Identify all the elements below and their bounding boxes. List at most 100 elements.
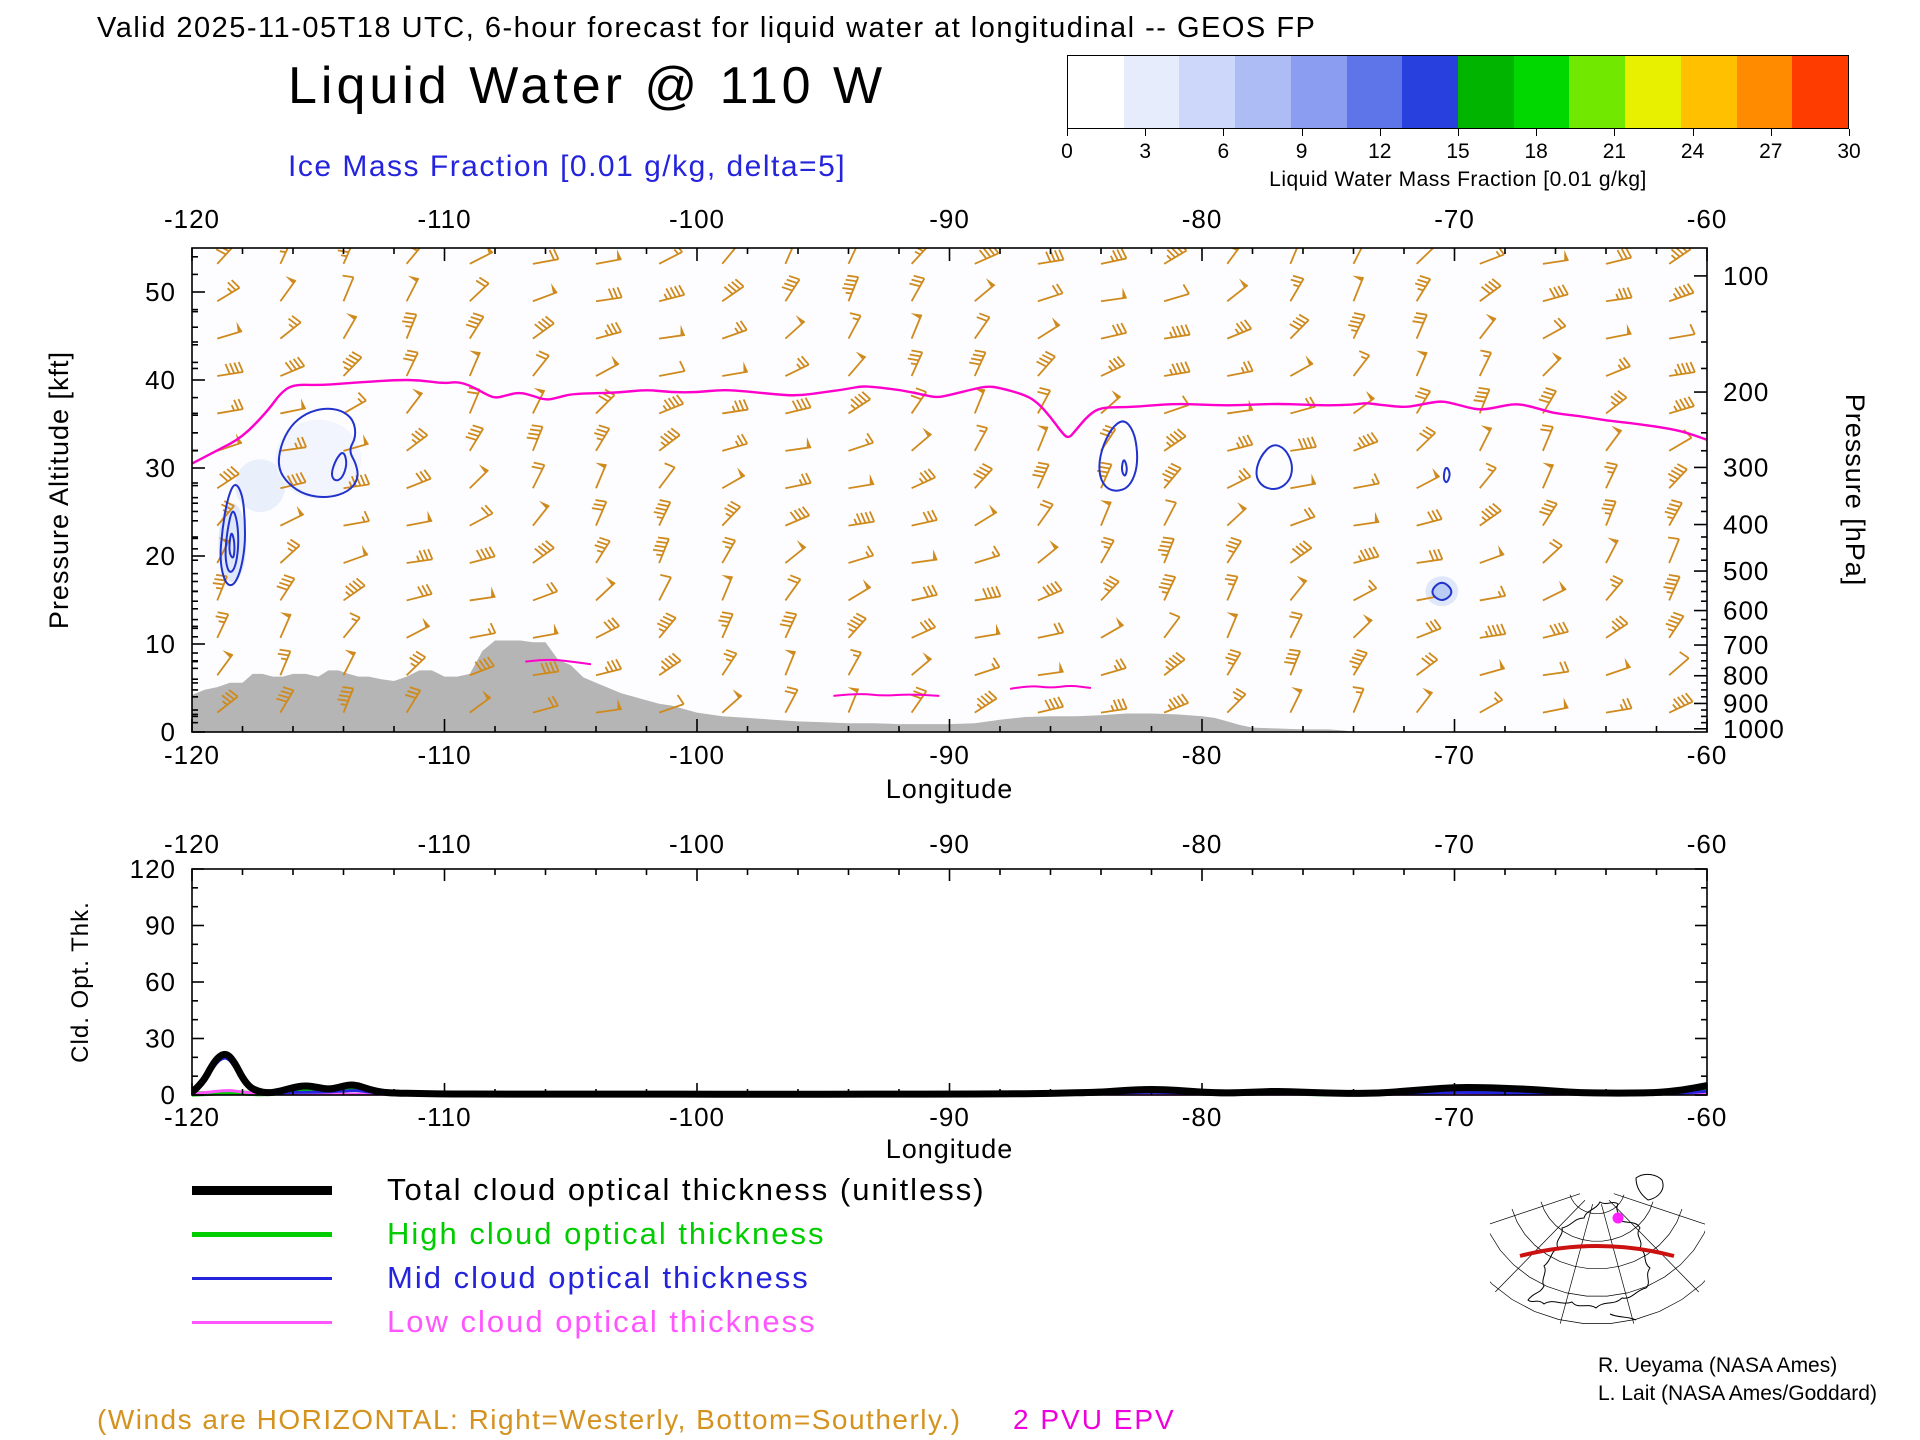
hpa-tick-label: 1000	[1723, 714, 1785, 744]
hpa-tick-label: 100	[1723, 261, 1769, 291]
cot-tick-labels: -120 -120 -110 -110 -100 -100 -90 -90 -80 -80 -70 -…	[67, 829, 1728, 1164]
legend-item-total: Total cloud optical thickness (unitless)	[192, 1168, 986, 1212]
cot-x-tick-label-top: -120	[164, 829, 220, 859]
cot-x-tick-label: -120	[164, 1102, 220, 1132]
legend-label-mid: Mid cloud optical thickness	[387, 1260, 810, 1295]
x-tick-label: -110	[417, 740, 471, 770]
legend-item-low: Low cloud optical thickness	[192, 1300, 986, 1344]
cot-x-tick-label-top: -100	[669, 829, 725, 859]
cot-y-tick-label: 60	[145, 967, 176, 997]
cot-x-tick-label: -110	[417, 1102, 471, 1132]
colorbar-tick-label: 3	[1139, 140, 1152, 163]
left-axis-title: Pressure Altitude [kft]	[44, 351, 74, 629]
colorbar-segment	[1736, 56, 1793, 128]
colorbar-segment	[1235, 56, 1291, 128]
colorbar-tick	[1536, 129, 1538, 136]
colorbar-segment	[1402, 56, 1459, 128]
low-level-epv-segment	[1009, 685, 1092, 690]
colorbar-segment	[1068, 56, 1124, 128]
cot-y-tick-label: 0	[161, 1080, 176, 1110]
map-graticule	[1490, 1193, 1705, 1324]
hpa-tick-label: 900	[1723, 688, 1769, 718]
cot-x-axis-title: Longitude	[886, 1134, 1014, 1164]
legend-label-total: Total cloud optical thickness (unitless)	[387, 1172, 986, 1207]
x-axis-title: Longitude	[886, 774, 1014, 804]
x-tick-label-top: -110	[417, 204, 471, 234]
colorbar-tick	[1458, 129, 1459, 136]
x-tick-label: -120	[164, 740, 220, 770]
tropopause-2pvu-line	[192, 378, 1707, 465]
x-tick-label: -70	[1434, 740, 1475, 770]
colorbar-tick-label: 30	[1837, 140, 1861, 163]
graticule-meridian	[1559, 1203, 1593, 1324]
colorbar-segment	[1792, 56, 1849, 128]
cot-x-tick-label-top: -90	[929, 829, 970, 859]
colorbar-segment	[1680, 56, 1737, 128]
cot-x-tick-label: -60	[1687, 1102, 1728, 1132]
cot-x-tick-label-top: -80	[1182, 829, 1223, 859]
wind-barbs-layer	[212, 248, 1696, 714]
colorbar-tick	[1692, 129, 1694, 136]
x-tick-label-top: -60	[1687, 204, 1728, 234]
x-tick-label-top: -70	[1434, 204, 1475, 234]
cot-x-tick-label-top: -70	[1434, 829, 1475, 859]
credit-line-1: R. Ueyama (NASA Ames)	[1598, 1354, 1838, 1377]
colorbar-tick-label: 27	[1759, 140, 1783, 163]
winds-note: (Winds are HORIZONTAL: Right=Westerly, B…	[97, 1404, 962, 1435]
x-tick-label-top: -80	[1182, 204, 1223, 234]
graticule-meridian	[1490, 1193, 1581, 1225]
colorbar-tick	[1223, 129, 1225, 136]
cot-y-axis-title: Cld. Opt. Thk.	[67, 901, 94, 1063]
epv-label: 2 PVU EPV	[1013, 1404, 1176, 1435]
colorbar-tick-label: 6	[1217, 140, 1230, 163]
colorbar-tick-label: 0	[1061, 140, 1073, 163]
cot-y-tick-label: 90	[145, 911, 176, 941]
credit-line-2: L. Lait (NASA Ames/Goddard)	[1598, 1382, 1877, 1405]
graticule-parallel	[1490, 1280, 1705, 1324]
colorbar-segment	[1346, 56, 1403, 128]
cot-axes	[191, 868, 1708, 1096]
cross-section-content	[192, 248, 1707, 732]
cross-section-tick-labels: -120 -120 -110 -110 -100 -100 -90 -90 -80 -80 -70 -…	[44, 204, 1870, 804]
x-tick-label-top: -120	[164, 204, 220, 234]
locator-map	[1490, 1173, 1705, 1324]
right-axis-title: Pressure [hPa]	[1840, 394, 1870, 587]
legend-line-low	[192, 1320, 332, 1324]
cot-y-tick-label: 120	[130, 854, 176, 884]
kft-tick-label: 30	[145, 453, 176, 483]
legend-label-high: High cloud optical thickness	[387, 1216, 826, 1251]
x-tick-label: -80	[1182, 740, 1223, 770]
legend-line-mid	[192, 1276, 332, 1280]
hpa-tick-label: 500	[1723, 556, 1769, 586]
colorbar-tick-label: 15	[1446, 140, 1470, 163]
cot-legend: Total cloud optical thickness (unitless)…	[192, 1168, 986, 1344]
colorbar-tick	[1301, 129, 1303, 136]
cot-x-tick-label: -90	[929, 1102, 970, 1132]
profile-location-dot	[1612, 1212, 1624, 1224]
legend-item-mid: Mid cloud optical thickness	[192, 1256, 986, 1300]
hpa-tick-label: 400	[1723, 510, 1769, 540]
greenland-outline	[1635, 1173, 1664, 1201]
cot-series-line	[192, 1050, 1707, 1098]
cross-section-track	[1519, 1244, 1675, 1258]
colorbar-tick-label: 21	[1602, 140, 1627, 163]
cross-section-axes	[191, 247, 1708, 733]
graticule-parallel	[1490, 1230, 1705, 1297]
colorbar-tick-label: 18	[1524, 140, 1548, 163]
hpa-tick-label: 600	[1723, 596, 1769, 626]
colorbar-tick	[1614, 129, 1616, 136]
colorbar-tick	[1067, 129, 1068, 136]
kft-tick-label: 0	[161, 717, 176, 747]
colorbar-segment	[1290, 56, 1347, 128]
colorbar-tick-label: 24	[1680, 140, 1705, 163]
colorbar-tick	[1770, 129, 1772, 136]
graticule-meridian	[1613, 1193, 1705, 1225]
low-level-epv-segment	[833, 693, 940, 697]
x-tick-label: -100	[669, 740, 725, 770]
x-tick-label-top: -90	[929, 204, 970, 234]
graticule-meridian	[1601, 1203, 1635, 1324]
colorbar-label: Liquid Water Mass Fraction [0.01 g/kg]	[1269, 168, 1647, 191]
legend-item-high: High cloud optical thickness	[192, 1212, 986, 1256]
